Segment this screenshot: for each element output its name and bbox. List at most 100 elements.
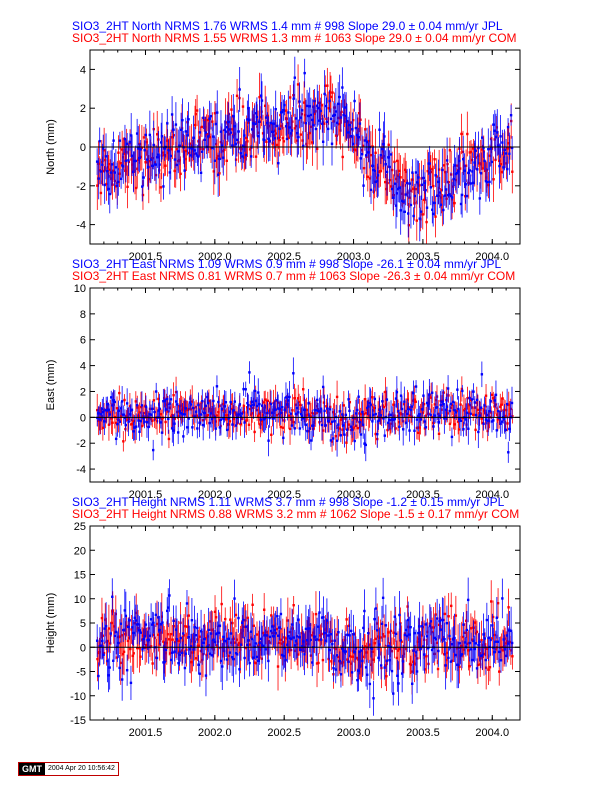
point-east-jpl [176,431,180,434]
point-north-com [161,151,165,154]
point-height-jpl [255,655,259,659]
point-north-jpl [153,163,156,166]
point-height-jpl [137,623,140,626]
point-height-com [169,632,173,636]
point-north-com [134,186,138,190]
point-east-com [359,419,362,422]
point-height-jpl [268,635,272,639]
point-height-jpl [501,597,504,600]
gmt-timestamp-stamp: GMT 2004 Apr 20 10:56:42 [18,762,119,776]
point-north-jpl [259,94,263,97]
point-height-jpl [279,612,283,616]
point-east-jpl [399,394,403,397]
point-height-com [157,633,160,636]
point-height-com [212,648,216,651]
point-height-jpl [185,602,189,605]
point-north-jpl [127,159,130,162]
point-north-com [495,126,499,129]
point-east-com [132,420,135,423]
point-north-jpl [148,133,152,137]
point-north-com [202,118,206,122]
point-north-com [117,151,120,154]
point-east-jpl [184,407,188,410]
point-east-jpl [168,402,171,405]
point-east-jpl [410,405,414,408]
point-north-jpl [460,193,464,197]
point-east-jpl [454,411,458,414]
point-north-jpl [390,187,394,191]
point-north-com [180,127,184,130]
point-height-jpl [103,627,106,630]
point-east-jpl [453,409,456,412]
point-height-com [319,634,322,637]
point-height-jpl [394,632,398,636]
point-east-jpl [492,419,495,422]
point-north-jpl [343,106,346,109]
point-north-jpl [225,126,229,129]
point-east-com [184,400,187,404]
point-north-com [467,181,470,185]
point-east-jpl [324,424,327,427]
point-north-jpl [183,169,186,172]
point-height-com [393,647,396,650]
point-north-com [399,176,402,179]
point-east-com [207,399,211,403]
point-height-jpl [280,653,284,657]
point-north-jpl [380,147,384,151]
point-north-com [118,172,121,175]
point-north-jpl [448,193,451,196]
point-north-com [245,136,248,140]
xtick-label: 2001.5 [129,489,163,501]
point-height-com [423,668,427,671]
point-north-com [511,170,514,173]
point-east-com [110,417,113,420]
point-east-jpl [339,434,343,437]
point-north-jpl [255,115,259,119]
point-north-jpl [223,128,226,132]
ytick-label: 25 [74,521,86,533]
point-north-com [403,168,407,171]
point-height-jpl [261,644,265,648]
point-north-com [106,166,110,169]
point-east-com [492,396,495,400]
point-east-com [394,427,397,430]
point-east-jpl [119,407,123,410]
point-north-jpl [97,177,100,180]
point-east-com [476,408,480,412]
point-north-com [340,110,343,114]
point-north-com [108,168,112,171]
point-north-jpl [409,203,413,207]
point-north-jpl [192,136,195,140]
point-north-jpl [114,166,118,169]
point-north-jpl [117,180,120,184]
point-east-jpl [323,409,326,413]
point-east-jpl [385,398,389,401]
point-height-jpl [413,631,416,635]
point-east-jpl [490,420,494,423]
point-east-jpl [371,413,375,417]
point-height-jpl [132,631,135,635]
point-north-jpl [509,114,513,117]
point-height-com [435,641,439,645]
point-north-jpl [274,107,277,111]
point-east-jpl [270,411,274,414]
point-east-jpl [388,418,391,422]
point-north-com [148,159,152,163]
point-east-jpl [281,405,284,409]
xtick-label: 2002.5 [267,727,301,739]
point-east-jpl [185,426,189,429]
point-north-jpl [437,180,440,184]
point-north-com [426,169,429,173]
point-east-jpl [290,424,294,427]
point-east-com [399,412,402,415]
point-north-com [371,145,374,148]
point-north-jpl [382,142,385,146]
point-height-jpl [494,640,497,643]
point-east-com [448,422,452,426]
point-east-jpl [133,426,136,429]
point-height-com [169,652,172,655]
point-north-jpl [219,130,223,133]
point-height-com [261,631,265,635]
point-east-jpl [448,409,451,413]
point-north-jpl [403,210,407,213]
